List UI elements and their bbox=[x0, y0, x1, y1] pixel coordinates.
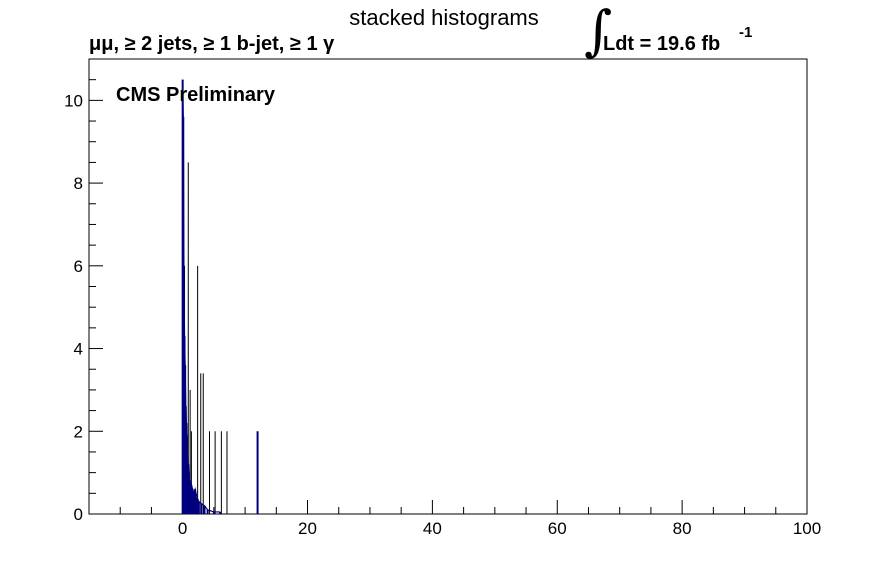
y-tick-label: 10 bbox=[64, 91, 83, 110]
y-tick-label: 8 bbox=[74, 174, 83, 193]
y-tick-label: 4 bbox=[74, 340, 83, 359]
luminosity-exponent: -1 bbox=[739, 24, 753, 41]
y-tick-label: 0 bbox=[74, 505, 83, 524]
y-tick-label: 2 bbox=[74, 422, 83, 441]
luminosity-text: Ldt = 19.6 fb bbox=[603, 33, 721, 55]
integral-symbol: ∫ bbox=[584, 0, 613, 62]
y-tick-label: 6 bbox=[74, 257, 83, 276]
x-tick-label: 20 bbox=[298, 519, 317, 538]
x-tick-label: 100 bbox=[793, 519, 821, 538]
chart-title: stacked histograms bbox=[349, 5, 539, 30]
axis-tick-labels: 0 20 40 60 80 100 0 2 4 6 8 10 bbox=[64, 91, 821, 538]
axis-ticks bbox=[88, 58, 808, 515]
x-tick-label: 40 bbox=[423, 519, 442, 538]
histogram-series bbox=[181, 79, 259, 514]
selection-label: μμ, ≥ 2 jets, ≥ 1 b-jet, ≥ 1 γ bbox=[89, 33, 335, 55]
x-tick-label: 0 bbox=[178, 519, 187, 538]
plot-frame bbox=[88, 58, 808, 515]
x-tick-label: 80 bbox=[673, 519, 692, 538]
cms-preliminary-label: CMS Preliminary bbox=[116, 84, 275, 106]
histogram-outline bbox=[182, 79, 221, 513]
x-tick-label: 60 bbox=[548, 519, 567, 538]
